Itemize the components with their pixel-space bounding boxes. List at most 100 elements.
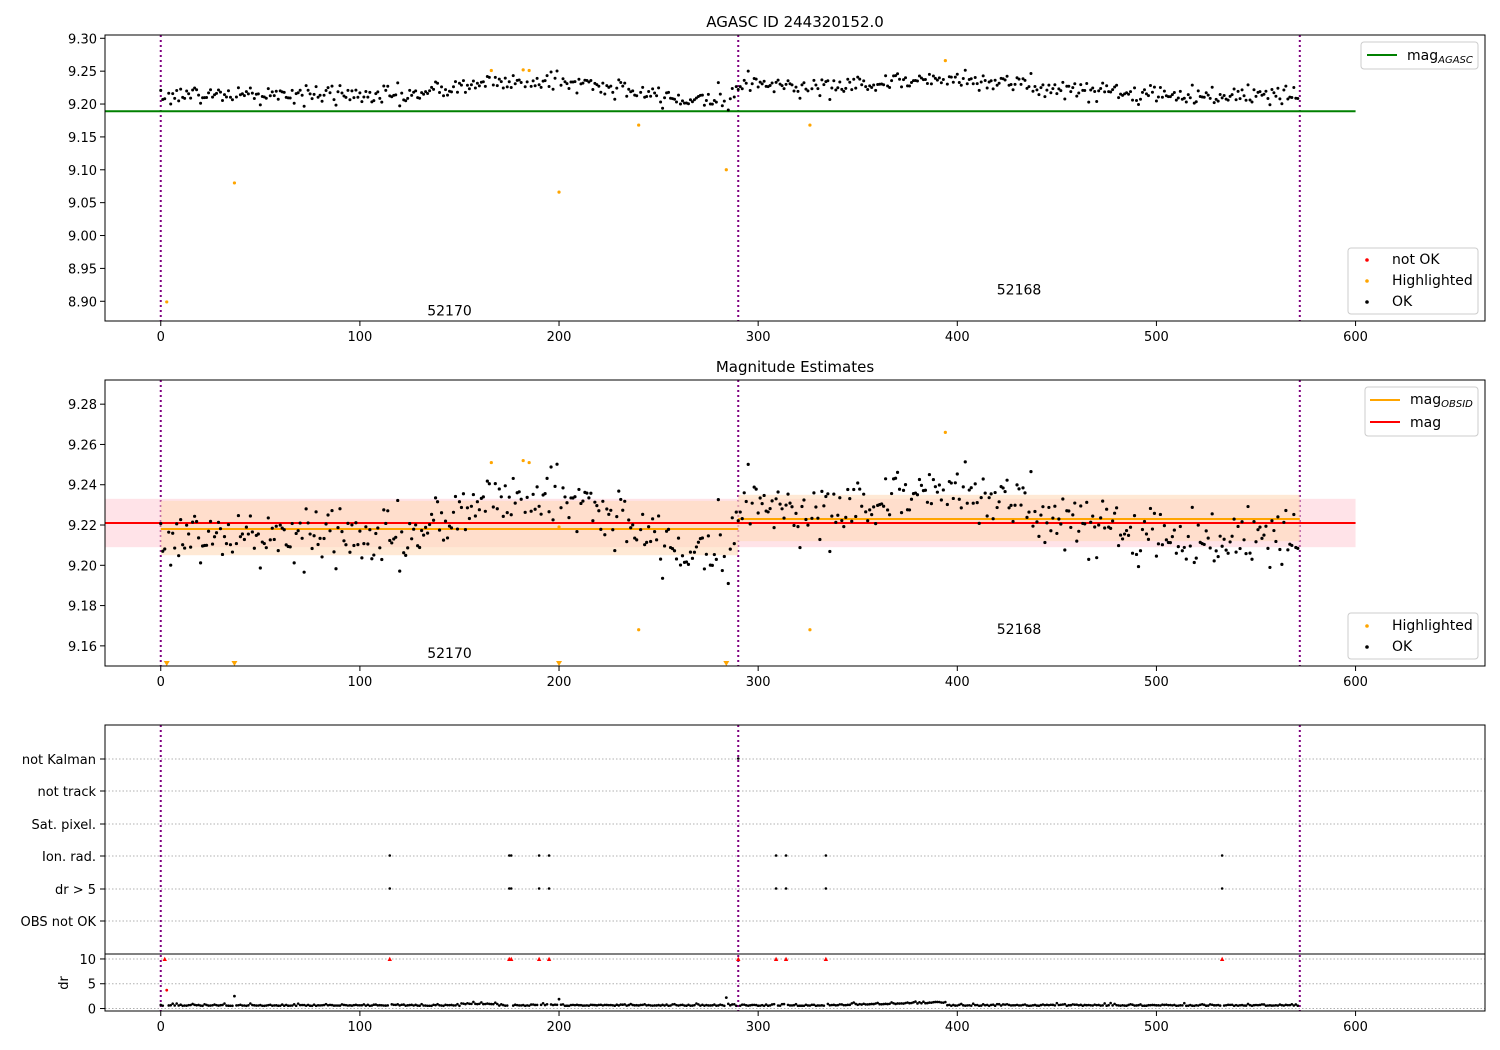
highlighted-offaxis-marker [556, 660, 563, 666]
dr-point [673, 1002, 676, 1006]
ok-point [796, 524, 800, 529]
ok-point [1244, 552, 1248, 556]
ok-point [758, 496, 762, 500]
dr-point [1254, 1003, 1258, 1007]
ok-point [493, 482, 497, 486]
ok-point [336, 525, 340, 530]
dr-point [965, 1004, 969, 1007]
ok-point [1170, 535, 1174, 539]
ok-point [754, 487, 758, 491]
ok-point [854, 86, 858, 90]
dr-point [1051, 1003, 1055, 1007]
ok-point [973, 482, 977, 486]
dr-point [1252, 1003, 1256, 1007]
dr-point [561, 1003, 565, 1006]
dr-point [778, 1004, 782, 1007]
ok-point [503, 76, 507, 80]
dr-point [852, 1001, 856, 1004]
ok-point [457, 500, 462, 504]
ok-point [806, 523, 810, 527]
dr-point [591, 1003, 595, 1007]
dr-point [456, 1002, 459, 1006]
ok-point [1212, 101, 1216, 105]
dr-point [971, 1002, 975, 1005]
dr-point [1282, 1004, 1286, 1007]
ok-point [585, 491, 589, 495]
dr-point [1147, 1003, 1150, 1007]
ok-point [858, 487, 862, 491]
dr-point [930, 1001, 933, 1004]
dr-point [595, 1004, 599, 1007]
dr-point [1238, 1003, 1242, 1007]
dr-point [1212, 1004, 1216, 1007]
ok-point [1190, 83, 1194, 87]
dr-point [1065, 1004, 1069, 1008]
ok-point [290, 521, 294, 526]
ok-point [643, 543, 647, 547]
ok-point [1045, 521, 1049, 525]
ok-point [1083, 89, 1087, 93]
panel-2-x-tick-label: 300 [746, 675, 771, 690]
dr-point [340, 1003, 344, 1006]
dr-point [814, 1004, 818, 1008]
ok-point [438, 91, 442, 95]
legend-mag-label: mag [1410, 415, 1441, 431]
ok-point [840, 87, 844, 91]
dr-point [288, 1004, 292, 1007]
dr-point [655, 1004, 658, 1007]
ok-point [477, 84, 481, 88]
dr-point [711, 1004, 714, 1007]
ok-point [224, 541, 229, 546]
ok-point [1238, 546, 1242, 551]
ok-point [794, 85, 798, 89]
dr-point [354, 1003, 358, 1007]
ok-point [179, 87, 183, 91]
ok-point [300, 93, 304, 97]
ok-point [1286, 97, 1290, 101]
ok-point [635, 538, 639, 542]
dr-point [764, 1003, 768, 1006]
ok-point [1220, 96, 1224, 100]
ok-point [836, 86, 840, 90]
dr-point [979, 1004, 983, 1007]
ok-point [762, 493, 766, 498]
ok-point [728, 547, 732, 551]
ok-point [1061, 80, 1065, 84]
dr-point [480, 1001, 483, 1004]
ok-point [995, 83, 999, 87]
ok-point [1021, 77, 1025, 81]
dr-point [581, 1004, 585, 1007]
ok-point [565, 82, 569, 86]
ok-point [1160, 543, 1165, 547]
ok-point [350, 523, 354, 527]
ok-point [690, 556, 695, 560]
ok-point [732, 95, 736, 99]
ok-point [537, 504, 541, 508]
ok-point [834, 88, 838, 92]
dr-point [1192, 1004, 1196, 1008]
ok-point [1246, 504, 1250, 509]
flag-point [1220, 854, 1224, 857]
ok-point [736, 87, 740, 91]
dr-point [1071, 1003, 1075, 1006]
ok-point [649, 94, 653, 98]
dr-point [944, 1000, 947, 1004]
ok-point [1039, 513, 1043, 517]
ok-point [376, 526, 380, 530]
ok-point [702, 567, 706, 571]
ok-point [224, 95, 228, 99]
ok-point [866, 87, 870, 91]
ok-point [1162, 524, 1166, 528]
ok-point [439, 511, 444, 515]
ok-point [276, 97, 280, 101]
dr-point [1035, 1004, 1039, 1007]
ok-point [1252, 519, 1256, 524]
dr-point [906, 1001, 909, 1004]
dr-point [183, 1004, 186, 1007]
ok-point [927, 472, 932, 477]
dr-point [1175, 1004, 1178, 1008]
ok-point [939, 81, 943, 85]
dr-point [535, 1003, 539, 1007]
